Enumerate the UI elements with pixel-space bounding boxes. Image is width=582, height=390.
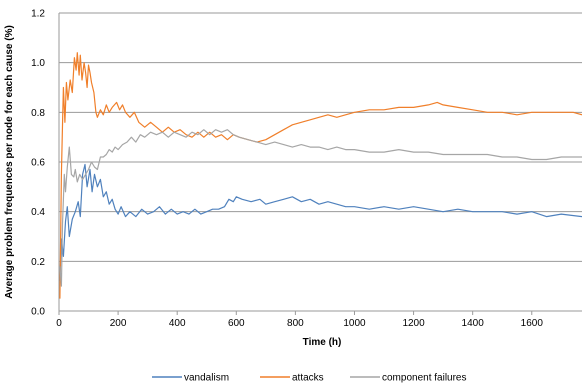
gridlines <box>58 12 582 315</box>
series-line-component-failures <box>59 129 582 287</box>
y-tick-label: 1.2 <box>31 9 45 20</box>
x-tick-label: 400 <box>169 318 186 329</box>
x-tick-label: 1400 <box>462 318 485 329</box>
y-axis-label: Average problem frequences per node for … <box>4 25 15 299</box>
series-line-vandalism <box>59 163 582 282</box>
y-tick-labels: 0.0 0.2 0.4 0.6 0.8 1.0 1.2 <box>31 9 45 318</box>
legend-label: component failures <box>382 373 467 384</box>
series-lines <box>59 52 582 299</box>
x-tick-label: 1000 <box>343 318 366 329</box>
legend: vandalism attacks component failures <box>152 373 467 384</box>
y-tick-label: 0.8 <box>31 108 45 119</box>
x-tick-label: 200 <box>110 318 127 329</box>
legend-label: vandalism <box>184 373 229 384</box>
x-tick-label: 800 <box>287 318 304 329</box>
y-tick-label: 1.0 <box>31 58 45 69</box>
y-tick-label: 0.6 <box>31 158 45 169</box>
x-tick-label: 600 <box>228 318 245 329</box>
y-tick-label: 0.0 <box>31 307 45 318</box>
x-tick-labels: 0 200 400 600 800 1000 1200 1400 1600 <box>56 318 543 329</box>
y-tick-label: 0.4 <box>31 207 45 218</box>
x-tick-label: 1600 <box>521 318 544 329</box>
x-axis-label: Time (h) <box>303 337 342 348</box>
x-tick-label: 0 <box>56 318 62 329</box>
y-tick-label: 0.2 <box>31 257 45 268</box>
legend-label: attacks <box>292 373 324 384</box>
x-tick-label: 1200 <box>402 318 425 329</box>
